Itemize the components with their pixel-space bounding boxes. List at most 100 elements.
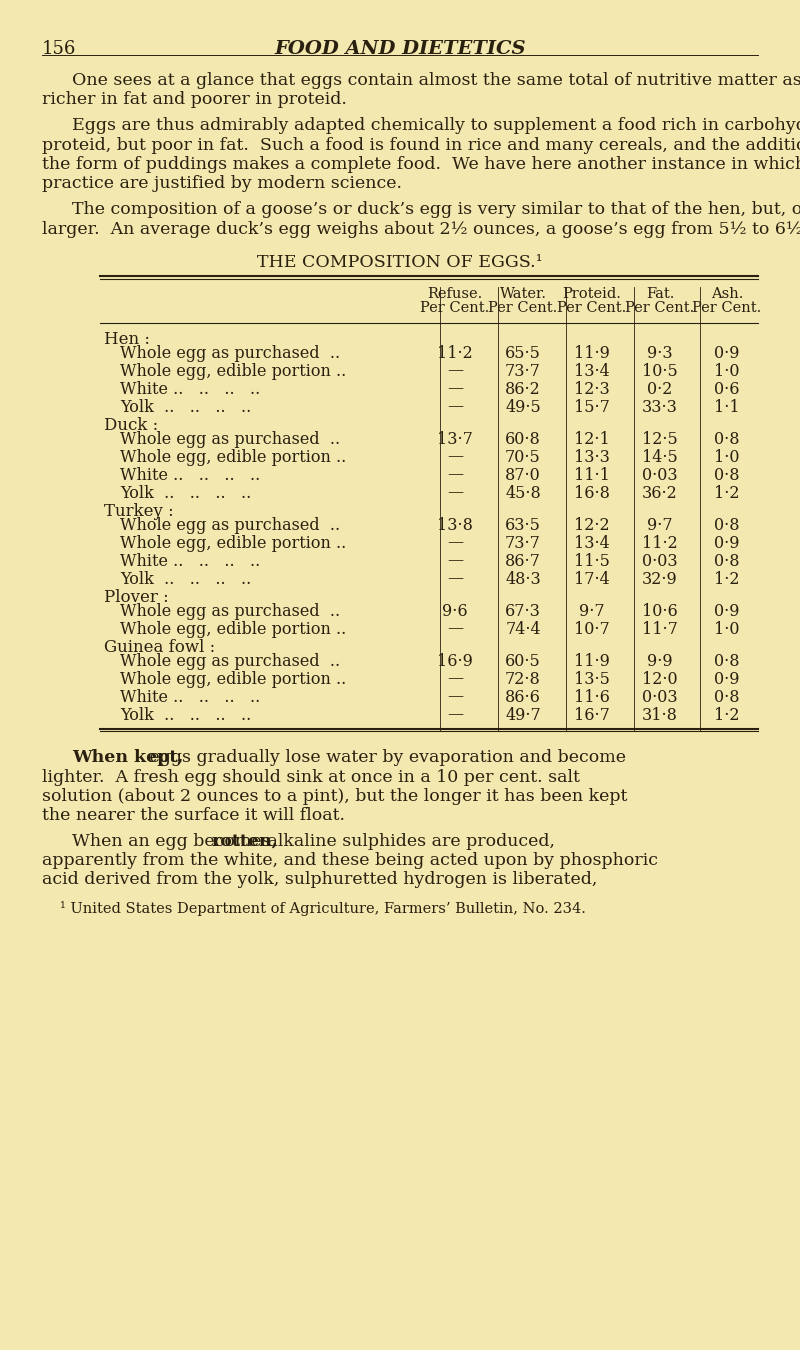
Text: 13·3: 13·3 <box>574 448 610 466</box>
Text: Whole egg as purchased  ..: Whole egg as purchased .. <box>120 652 340 670</box>
Text: —: — <box>447 621 463 637</box>
Text: Water.: Water. <box>499 286 546 301</box>
Text: rotten,: rotten, <box>212 833 278 849</box>
Text: —: — <box>447 448 463 466</box>
Text: 36·2: 36·2 <box>642 485 678 501</box>
Text: Plover :: Plover : <box>104 589 169 606</box>
Text: 11·1: 11·1 <box>574 467 610 483</box>
Text: 12·3: 12·3 <box>574 381 610 397</box>
Text: 70·5: 70·5 <box>505 448 541 466</box>
Text: apparently from the white, and these being acted upon by phosphoric: apparently from the white, and these bei… <box>42 852 658 869</box>
Text: 87·0: 87·0 <box>505 467 541 483</box>
Text: Per Cent.: Per Cent. <box>558 301 626 315</box>
Text: Eggs are thus admirably adapted chemically to supplement a food rich in carbohyd: Eggs are thus admirably adapted chemical… <box>72 117 800 134</box>
Text: 49·5: 49·5 <box>505 398 541 416</box>
Text: Whole egg, edible portion ..: Whole egg, edible portion .. <box>120 535 346 552</box>
Text: 13·5: 13·5 <box>574 671 610 687</box>
Text: White ..   ..   ..   ..: White .. .. .. .. <box>120 467 260 483</box>
Text: 13·7: 13·7 <box>437 431 473 447</box>
Text: 16·9: 16·9 <box>437 652 473 670</box>
Text: Per Cent.: Per Cent. <box>420 301 490 315</box>
Text: White ..   ..   ..   ..: White .. .. .. .. <box>120 552 260 570</box>
Text: 1·0: 1·0 <box>714 363 740 379</box>
Text: 86·7: 86·7 <box>505 552 541 570</box>
Text: ¹ United States Department of Agriculture, Farmers’ Bulletin, No. 234.: ¹ United States Department of Agricultur… <box>60 902 586 917</box>
Text: 1·1: 1·1 <box>714 398 740 416</box>
Text: One sees at a glance that eggs contain almost the same total of nutritive matter: One sees at a glance that eggs contain a… <box>72 72 800 89</box>
Text: 63·5: 63·5 <box>505 517 541 533</box>
Text: 9·7: 9·7 <box>579 602 605 620</box>
Text: Per Cent.: Per Cent. <box>626 301 694 315</box>
Text: 0·8: 0·8 <box>714 431 740 447</box>
Text: 1·2: 1·2 <box>714 485 740 501</box>
Text: 10·6: 10·6 <box>642 602 678 620</box>
Text: 86·2: 86·2 <box>505 381 541 397</box>
Text: THE COMPOSITION OF EGGS.¹: THE COMPOSITION OF EGGS.¹ <box>257 254 543 271</box>
Text: 0·9: 0·9 <box>714 344 740 362</box>
Text: 0·8: 0·8 <box>714 652 740 670</box>
Text: Yolk  ..   ..   ..   ..: Yolk .. .. .. .. <box>120 398 251 416</box>
Text: Whole egg as purchased  ..: Whole egg as purchased .. <box>120 517 340 533</box>
Text: 11·2: 11·2 <box>437 344 473 362</box>
Text: 31·8: 31·8 <box>642 706 678 724</box>
Text: —: — <box>447 571 463 587</box>
Text: Fat.: Fat. <box>646 286 674 301</box>
Text: larger.  An average duck’s egg weighs about 2½ ounces, a goose’s egg from 5½ to : larger. An average duck’s egg weighs abo… <box>42 220 800 238</box>
Text: Whole egg, edible portion ..: Whole egg, edible portion .. <box>120 448 346 466</box>
Text: 13·4: 13·4 <box>574 535 610 552</box>
Text: 11·2: 11·2 <box>642 535 678 552</box>
Text: the nearer the surface it will float.: the nearer the surface it will float. <box>42 807 345 825</box>
Text: 73·7: 73·7 <box>505 535 541 552</box>
Text: 60·8: 60·8 <box>505 431 541 447</box>
Text: 12·5: 12·5 <box>642 431 678 447</box>
Text: 9·6: 9·6 <box>442 602 468 620</box>
Text: solution (about 2 ounces to a pint), but the longer it has been kept: solution (about 2 ounces to a pint), but… <box>42 788 627 805</box>
Text: 32·9: 32·9 <box>642 571 678 587</box>
Text: 16·8: 16·8 <box>574 485 610 501</box>
Text: Whole egg, edible portion ..: Whole egg, edible portion .. <box>120 363 346 379</box>
Text: 67·3: 67·3 <box>505 602 541 620</box>
Text: 13·4: 13·4 <box>574 363 610 379</box>
Text: 0·6: 0·6 <box>714 381 740 397</box>
Text: 49·7: 49·7 <box>505 706 541 724</box>
Text: White ..   ..   ..   ..: White .. .. .. .. <box>120 688 260 706</box>
Text: 0·8: 0·8 <box>714 517 740 533</box>
Text: Yolk  ..   ..   ..   ..: Yolk .. .. .. .. <box>120 706 251 724</box>
Text: Whole egg as purchased  ..: Whole egg as purchased .. <box>120 602 340 620</box>
Text: 86·6: 86·6 <box>505 688 541 706</box>
Text: Per Cent.: Per Cent. <box>692 301 762 315</box>
Text: 0·03: 0·03 <box>642 467 678 483</box>
Text: Per Cent.: Per Cent. <box>488 301 558 315</box>
Text: When an egg becomes: When an egg becomes <box>72 833 276 849</box>
Text: Hen :: Hen : <box>104 331 150 347</box>
Text: eggs gradually lose water by evaporation and become: eggs gradually lose water by evaporation… <box>144 749 626 765</box>
Text: 10·7: 10·7 <box>574 621 610 637</box>
Text: 0·03: 0·03 <box>642 552 678 570</box>
Text: 48·3: 48·3 <box>505 571 541 587</box>
Text: Turkey :: Turkey : <box>104 502 174 520</box>
Text: —: — <box>447 671 463 687</box>
Text: —: — <box>447 706 463 724</box>
Text: 16·7: 16·7 <box>574 706 610 724</box>
Text: —: — <box>447 552 463 570</box>
Text: 14·5: 14·5 <box>642 448 678 466</box>
Text: Whole egg, edible portion ..: Whole egg, edible portion .. <box>120 671 346 687</box>
Text: 12·0: 12·0 <box>642 671 678 687</box>
Text: FOOD AND DIETETICS: FOOD AND DIETETICS <box>274 40 526 58</box>
Text: 9·3: 9·3 <box>647 344 673 362</box>
Text: 1·0: 1·0 <box>714 448 740 466</box>
Text: —: — <box>447 381 463 397</box>
Text: 45·8: 45·8 <box>505 485 541 501</box>
Text: 33·3: 33·3 <box>642 398 678 416</box>
Text: 1·2: 1·2 <box>714 571 740 587</box>
Text: 0·8: 0·8 <box>714 688 740 706</box>
Text: 15·7: 15·7 <box>574 398 610 416</box>
Text: 0·9: 0·9 <box>714 602 740 620</box>
Text: 11·6: 11·6 <box>574 688 610 706</box>
Text: 1·0: 1·0 <box>714 621 740 637</box>
Text: 1·2: 1·2 <box>714 706 740 724</box>
Text: White ..   ..   ..   ..: White .. .. .. .. <box>120 381 260 397</box>
Text: 10·5: 10·5 <box>642 363 678 379</box>
Text: 12·2: 12·2 <box>574 517 610 533</box>
Text: practice are justified by modern science.: practice are justified by modern science… <box>42 176 402 193</box>
